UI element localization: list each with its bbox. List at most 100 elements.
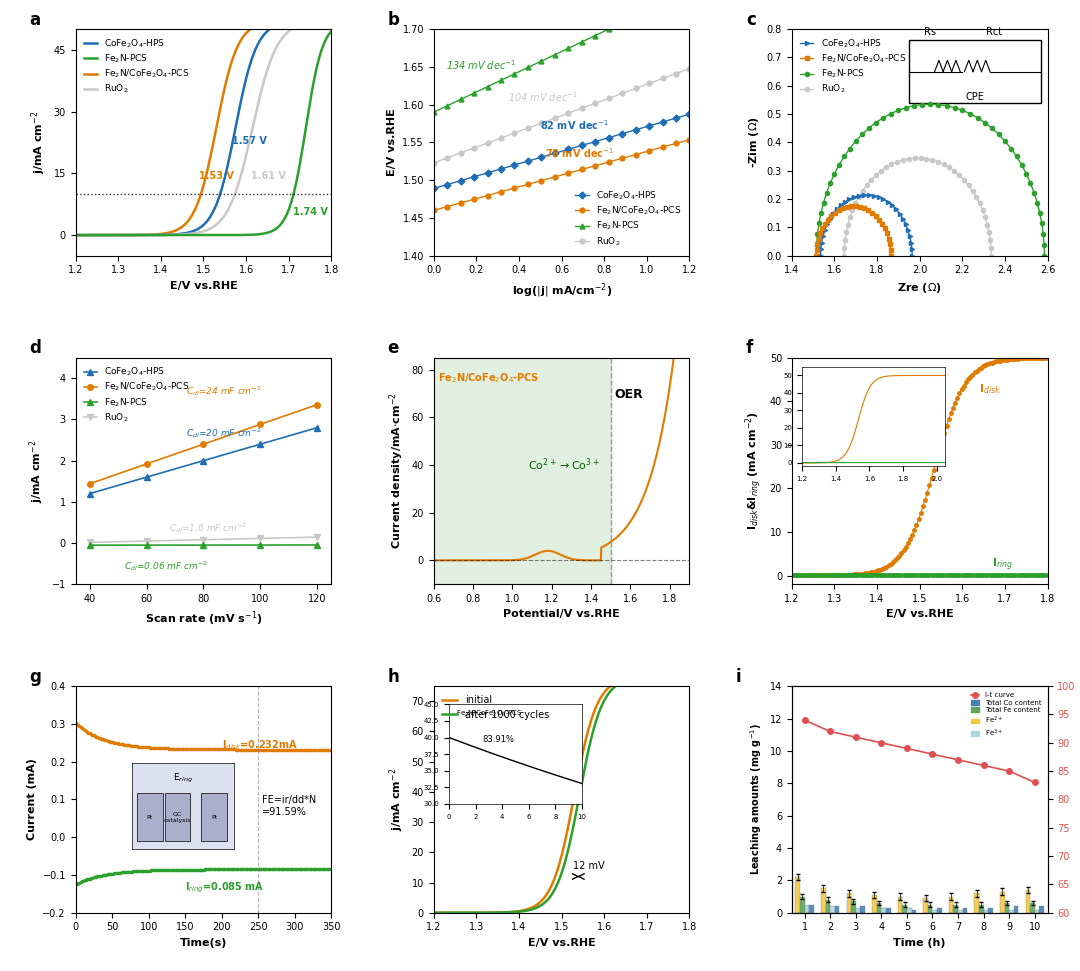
I-t curve (1028, 777, 1041, 788)
Text: C$_{dl}$=24 mF cm$^{-2}$: C$_{dl}$=24 mF cm$^{-2}$ (187, 385, 262, 398)
Bar (949, 896, 954, 913)
I$_{ring}$ (785, 569, 798, 581)
Text: e: e (388, 339, 399, 357)
Y-axis label: E/V vs.RHE: E/V vs.RHE (387, 109, 396, 177)
Bar (923, 898, 928, 913)
Text: CPE: CPE (966, 92, 985, 102)
X-axis label: Time (h): Time (h) (893, 938, 946, 948)
I$_{disk}$ (1032, 352, 1045, 364)
I-t curve (901, 743, 914, 754)
I$_{ring}$ (928, 569, 941, 581)
Line: I$_{disk}$: I$_{disk}$ (791, 356, 1050, 577)
Text: 82 mV dec$^{-1}$: 82 mV dec$^{-1}$ (540, 118, 609, 132)
Bar (902, 905, 907, 913)
Bar (1009, 910, 1014, 913)
Text: C$_{dl}$=0.06 mF cm$^{-2}$: C$_{dl}$=0.06 mF cm$^{-2}$ (124, 559, 208, 573)
Text: f: f (746, 339, 753, 357)
X-axis label: Time(s): Time(s) (179, 938, 227, 948)
Y-axis label: Leaching amounts (mg g$^{-1}$): Leaching amounts (mg g$^{-1}$) (748, 723, 765, 876)
Text: C$_{dl}$=1.6 mF cm$^{-2}$: C$_{dl}$=1.6 mF cm$^{-2}$ (170, 521, 247, 535)
Text: Co$^{2+}$$\rightarrow$Co$^{3+}$: Co$^{2+}$$\rightarrow$Co$^{3+}$ (528, 456, 600, 473)
I-t curve (951, 753, 964, 765)
Text: 1.57 V: 1.57 V (231, 137, 267, 147)
I$_{ring}$ (1032, 569, 1045, 581)
Text: b: b (388, 11, 400, 28)
Bar (855, 908, 861, 913)
Text: 1.61 V: 1.61 V (252, 172, 286, 182)
Bar (912, 910, 916, 913)
Text: a: a (29, 11, 41, 28)
Bar (988, 908, 993, 913)
I$_{disk}$ (1041, 352, 1054, 363)
I$_{ring}$ (987, 569, 1000, 581)
I-t curve (824, 725, 837, 737)
Bar (928, 905, 932, 913)
Bar (907, 908, 912, 913)
Y-axis label: j/mA cm$^{-2}$: j/mA cm$^{-2}$ (388, 768, 406, 831)
I$_{disk}$ (854, 568, 867, 580)
I-t curve (849, 731, 862, 743)
I$_{disk}$ (987, 356, 1000, 368)
Bar (805, 905, 809, 913)
Bar (831, 906, 835, 913)
X-axis label: Potential/V vs.RHE: Potential/V vs.RHE (503, 610, 620, 619)
Y-axis label: Current density/mA$\cdot$cm$^{-2}$: Current density/mA$\cdot$cm$^{-2}$ (388, 392, 406, 550)
initial (428, 907, 441, 919)
Text: FE=ir/dd*N
=91.59%: FE=ir/dd*N =91.59% (262, 795, 316, 817)
X-axis label: E/V vs.RHE: E/V vs.RHE (528, 938, 595, 948)
Bar (954, 905, 958, 913)
Bar (958, 910, 962, 913)
Text: 1.53 V: 1.53 V (199, 172, 234, 182)
Line: after 1000 cycles: after 1000 cycles (434, 677, 689, 913)
Text: Rs: Rs (924, 27, 936, 37)
Bar (886, 908, 891, 913)
Text: d: d (29, 339, 41, 357)
Text: I$_{disk}$: I$_{disk}$ (980, 383, 1001, 396)
Line: I$_{ring}$: I$_{ring}$ (791, 573, 1050, 577)
I$_{disk}$ (839, 569, 852, 581)
I-t curve (875, 737, 888, 749)
Legend: I-t curve, Total Co content, Total Fe content, Fe$^{2+}$, Fe$^{3+}$: I-t curve, Total Co content, Total Fe co… (968, 689, 1044, 741)
Y-axis label: j/mA cm$^{-2}$: j/mA cm$^{-2}$ (29, 111, 48, 174)
Bar (877, 903, 881, 913)
Bar (1014, 906, 1018, 913)
Bar (873, 895, 877, 913)
initial (643, 672, 656, 684)
after 1000 cycles (643, 672, 656, 684)
Legend: CoFe$_2$O$_4$-HPS, Fe$_2$N/CoFe$_2$O$_4$-PCS, Fe$_2$N-PCS, RuO$_2$: CoFe$_2$O$_4$-HPS, Fe$_2$N/CoFe$_2$O$_4$… (80, 362, 193, 427)
after 1000 cycles (428, 907, 441, 919)
I$_{ring}$ (961, 569, 974, 581)
Y-axis label: Current (mA): Current (mA) (27, 758, 37, 840)
Text: c: c (746, 11, 756, 28)
Text: Fe$_2$N/CoFe$_2$O$_4$-PCS: Fe$_2$N/CoFe$_2$O$_4$-PCS (437, 372, 539, 385)
I$_{ring}$ (839, 569, 852, 581)
Bar (809, 905, 814, 913)
Bar (1004, 903, 1009, 913)
Y-axis label: j/mA cm$^{-2}$: j/mA cm$^{-2}$ (27, 439, 46, 503)
Line: I-t curve: I-t curve (801, 718, 1038, 786)
Text: h: h (388, 668, 400, 686)
Bar (974, 893, 980, 913)
Bar (1026, 890, 1030, 913)
Text: I$_{ring}$: I$_{ring}$ (993, 556, 1013, 573)
Bar (1035, 910, 1039, 913)
Y-axis label: I$_{disk}$&I$_{ring}$ (mA cm$^{-2}$): I$_{disk}$&I$_{ring}$ (mA cm$^{-2}$) (743, 412, 765, 530)
Text: g: g (29, 668, 41, 686)
Text: I$_{disk}$=0.232mA: I$_{disk}$=0.232mA (221, 738, 298, 752)
Bar (800, 896, 805, 913)
X-axis label: Zre ($\Omega$): Zre ($\Omega$) (897, 281, 942, 295)
Text: 1.74 V: 1.74 V (293, 207, 328, 217)
X-axis label: E/V vs.RHE: E/V vs.RHE (170, 281, 238, 291)
after 1000 cycles (580, 756, 593, 768)
Text: 78 mV dec$^{-1}$: 78 mV dec$^{-1}$ (544, 146, 613, 159)
Bar (980, 905, 984, 913)
X-axis label: Scan rate (mV s$^{-1}$): Scan rate (mV s$^{-1}$) (145, 610, 262, 628)
Bar (821, 888, 825, 913)
initial (428, 907, 441, 919)
I-t curve (798, 715, 811, 726)
Legend: CoFe$_2$O$_4$-HPS, Fe$_2$N/CoFe$_2$O$_4$-PCS, Fe$_2$N-PCS, RuO$_2$: CoFe$_2$O$_4$-HPS, Fe$_2$N/CoFe$_2$O$_4$… (796, 34, 909, 99)
Bar (1000, 891, 1004, 913)
Text: Rct: Rct (986, 27, 1002, 37)
Bar (909, 41, 1041, 103)
I$_{ring}$ (1041, 569, 1054, 581)
